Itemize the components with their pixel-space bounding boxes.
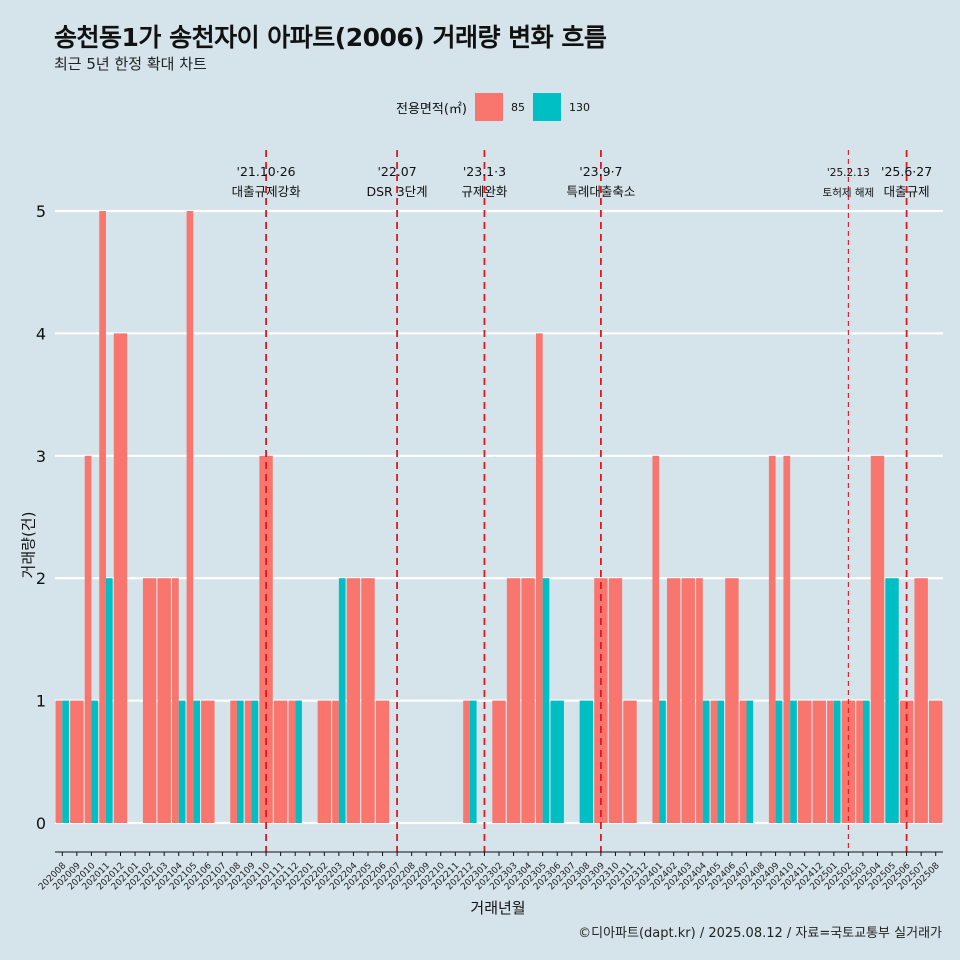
bar-85-202205 xyxy=(361,578,375,823)
legend: 전용면적(㎡) 85 130 xyxy=(396,93,598,121)
event-date-label: '25.2.13 xyxy=(827,167,870,179)
bar-130-202405 xyxy=(717,700,725,823)
bar-130-202305 xyxy=(542,578,550,823)
bar-130-202404 xyxy=(702,700,710,823)
legend-swatch-130 xyxy=(532,93,561,121)
event-name-label: 특례대출축소 xyxy=(566,184,635,199)
bar-85-202203 xyxy=(332,700,339,823)
event-date-label: '25.6·27 xyxy=(881,164,932,179)
bar-85-202108 xyxy=(230,700,237,823)
bar-85-202104 xyxy=(172,578,179,823)
bar-85-202411 xyxy=(798,700,812,823)
bar-130-202505 xyxy=(885,578,899,823)
event-date-label: '23.1·3 xyxy=(463,164,506,179)
bar-85-202102 xyxy=(142,578,157,823)
event-date-label: '22.07 xyxy=(377,164,416,179)
bar-130-202503 xyxy=(862,700,870,823)
bar-85-202504 xyxy=(870,455,885,823)
bar-85-202309 xyxy=(594,578,608,823)
source-caption: ©디아파트(dapt.kr) / 2025.08.12 / 자료=국토교통부 실… xyxy=(578,926,942,941)
bar-85-202406 xyxy=(725,578,739,823)
bar-85-202110 xyxy=(259,455,273,823)
bar-130-202104 xyxy=(178,700,186,823)
bar-85-202304 xyxy=(521,578,535,823)
event-date-label: '23.9·7 xyxy=(579,164,622,179)
bar-85-202103 xyxy=(157,578,171,823)
bar-85-202204 xyxy=(346,578,361,823)
bar-130-202112 xyxy=(295,700,302,823)
bar-85-202412 xyxy=(812,700,826,823)
bar-130-202501 xyxy=(833,700,841,823)
y-tick-label: 0 xyxy=(36,814,46,833)
bar-85-202403 xyxy=(681,578,695,823)
bar-85-202106 xyxy=(201,700,215,823)
bar-85-202507 xyxy=(914,578,928,823)
bar-85-202503 xyxy=(856,700,863,823)
bar-130-202008 xyxy=(62,700,69,823)
bar-85-202508 xyxy=(929,700,943,823)
bar-130-202410 xyxy=(790,700,797,823)
legend-title: 전용면적(㎡) xyxy=(396,101,467,117)
bar-130-202109 xyxy=(251,700,259,823)
event-name-label: 대출규제 xyxy=(884,184,930,199)
bar-85-202410 xyxy=(783,455,791,823)
bar-85-202303 xyxy=(506,578,521,823)
bar-130-202108 xyxy=(236,700,244,823)
bar-130-202203 xyxy=(338,578,346,823)
bar-130-202212 xyxy=(469,700,477,823)
bar-85-202506 xyxy=(899,700,914,823)
chart-title: 송천동1가 송천자이 아파트(2006) 거래량 변화 흐름 xyxy=(54,23,607,52)
bar-85-202202 xyxy=(317,700,332,823)
bar-130-202401 xyxy=(659,700,666,823)
bar-85-202310 xyxy=(608,578,623,823)
y-tick-label: 5 xyxy=(36,202,46,221)
bar-85-202402 xyxy=(666,578,681,823)
x-axis-label: 거래년월 xyxy=(470,899,526,917)
bar-85-202010 xyxy=(84,455,92,823)
bar-85-202404 xyxy=(696,578,703,823)
bar-85-202405 xyxy=(710,700,718,823)
chart-subtitle: 최근 5년 한정 확대 차트 xyxy=(54,55,207,73)
legend-label-130: 130 xyxy=(568,100,590,114)
bar-85-202008 xyxy=(55,700,63,823)
bar-130-202306 xyxy=(550,700,564,823)
bar-85-202011 xyxy=(99,211,106,823)
bar-85-202111 xyxy=(273,700,288,823)
event-name-label: 규제완화 xyxy=(461,184,508,199)
bar-85-202009 xyxy=(70,700,84,823)
bar-85-202112 xyxy=(288,700,296,823)
y-tick-label: 4 xyxy=(36,324,46,343)
bar-85-202012 xyxy=(113,333,128,823)
bar-85-202501 xyxy=(827,700,834,823)
bar-85-202305 xyxy=(535,333,543,823)
event-name-label: 대출규제강화 xyxy=(232,184,302,199)
bar-130-202105 xyxy=(193,700,200,823)
bar-85-202502 xyxy=(841,700,856,823)
y-axis-label: 거래량(건) xyxy=(19,511,38,579)
bar-130-202308 xyxy=(579,700,594,823)
bar-130-202407 xyxy=(746,700,754,823)
y-tick-label: 2 xyxy=(36,569,46,588)
bar-85-202109 xyxy=(244,700,252,823)
bar-85-202206 xyxy=(375,700,390,823)
bar-85-202407 xyxy=(739,700,747,823)
bar-130-202409 xyxy=(775,700,783,823)
legend-label-85: 85 xyxy=(510,100,525,114)
y-tick-label: 3 xyxy=(36,447,46,466)
bar-130-202011 xyxy=(105,578,113,823)
y-tick-label: 1 xyxy=(36,692,46,711)
bar-85-202401 xyxy=(652,455,660,823)
bar-85-202105 xyxy=(186,211,194,823)
event-name-label: 토허제 해제 xyxy=(823,186,875,199)
bar-85-202409 xyxy=(768,455,776,823)
bar-85-202302 xyxy=(492,700,506,823)
bar-85-202311 xyxy=(623,700,637,823)
event-name-label: DSR 3단계 xyxy=(367,184,428,199)
bar-85-202212 xyxy=(463,700,470,823)
event-date-label: '21.10·26 xyxy=(237,164,296,179)
bar-130-202010 xyxy=(91,700,99,823)
legend-swatch-85 xyxy=(474,93,503,121)
